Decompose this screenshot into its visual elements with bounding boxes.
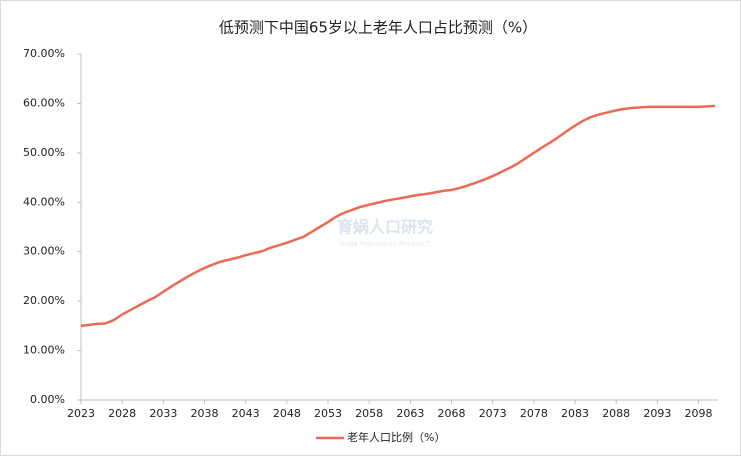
x-tick-label: 2033 [149,407,177,420]
data-line [80,104,716,328]
x-tick-label: 2088 [602,407,630,420]
x-tick-label: 2048 [273,407,301,420]
y-tick-label: 10.00% [23,344,65,357]
x-tick-label: 2093 [643,407,671,420]
x-tick-label: 2068 [438,407,466,420]
y-tick-label: 60.00% [23,96,65,109]
x-tick-label: 2078 [520,407,548,420]
y-tick-label: 40.00% [23,195,65,208]
x-tick-label: 2053 [314,407,342,420]
x-tick-label: 2023 [67,407,95,420]
y-tick-label: 20.00% [23,294,65,307]
y-tick-label: 0.00% [30,393,65,406]
watermark: 育娲人口研究 [337,218,433,237]
y-tick-label: 30.00% [23,245,65,258]
x-tick-label: 2098 [685,407,713,420]
legend-label: 老年人口比例（%） [347,430,445,444]
x-tick-label: 2058 [355,407,383,420]
x-tick-label: 2073 [479,407,507,420]
x-tick-label: 2043 [232,407,260,420]
y-tick-label: 70.00% [23,47,65,60]
x-tick-label: 2038 [191,407,219,420]
watermark-subtitle: YuWa Population Research [338,240,431,248]
y-tick-label: 50.00% [23,146,65,159]
chart-title: 低预测下中国65岁以上老年人口占比预测（%） [219,19,537,37]
x-tick-label: 2083 [561,407,589,420]
x-tick-label: 2028 [108,407,136,420]
x-tick-label: 2063 [396,407,424,420]
